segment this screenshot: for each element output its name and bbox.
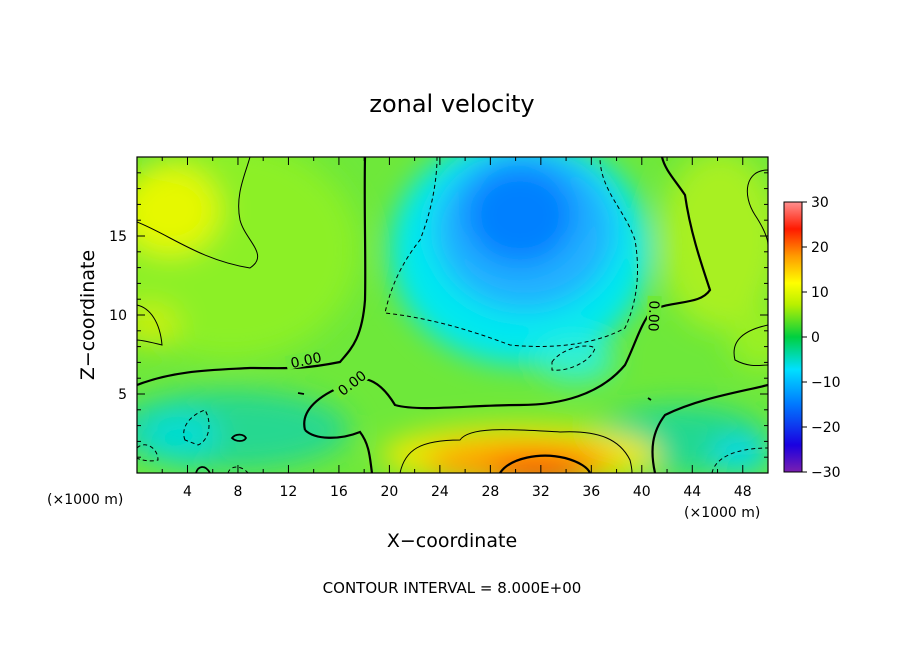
contour-dashed xyxy=(711,447,768,473)
colorbar-tick-label: 30 xyxy=(811,195,829,211)
contour-thin xyxy=(746,169,768,246)
field-patch xyxy=(660,157,768,330)
x-unit-label-left: (×1000 m) xyxy=(47,492,123,508)
y-axis: 5 10 15 xyxy=(109,172,768,458)
contour-thin xyxy=(137,304,163,346)
x-unit-label-right: (×1000 m) xyxy=(684,505,760,521)
x-tick-label: 20 xyxy=(380,484,398,500)
x-axis: 4 8 12 16 20 24 28 32 36 40 44 48 xyxy=(161,157,752,500)
contour-label: 0.00 xyxy=(644,300,661,332)
colorbar-ramp xyxy=(783,201,803,473)
field-patch xyxy=(730,310,768,370)
colorbar-tick-label: 10 xyxy=(811,285,829,301)
y-tick-label: 5 xyxy=(118,387,127,403)
contour-thin xyxy=(137,157,258,269)
colorbar-tick-label: 0 xyxy=(811,330,820,346)
x-tick-label: 32 xyxy=(532,484,550,500)
field-patch xyxy=(535,338,615,382)
x-tick-label: 40 xyxy=(633,484,651,500)
x-tick-label: 28 xyxy=(481,484,499,500)
field-patch xyxy=(140,410,220,460)
field-patch xyxy=(137,303,180,347)
contour-small xyxy=(195,466,211,473)
field-patch xyxy=(465,165,575,265)
contour-zero xyxy=(137,157,367,387)
contour-positive xyxy=(499,454,592,473)
contour-zero xyxy=(651,383,768,473)
contour-thin xyxy=(733,324,768,367)
contour-lines xyxy=(137,157,768,473)
contour-dashed xyxy=(137,444,159,462)
y-axis-title: Z−coordinate xyxy=(77,250,99,380)
colorbar-ticks: 30 20 10 0 −10 −20 −30 xyxy=(802,195,841,481)
chart-title: zonal velocity xyxy=(369,90,534,118)
field-patch xyxy=(710,437,768,473)
x-tick-label: 48 xyxy=(734,484,752,500)
field-patch xyxy=(137,165,220,255)
contour-small xyxy=(297,392,305,395)
x-tick-label: 4 xyxy=(183,484,192,500)
contour-small xyxy=(647,397,652,401)
colorbar: 30 20 10 0 −10 −20 −30 xyxy=(783,195,841,481)
x-tick-label: 24 xyxy=(431,484,449,500)
contour-interval-note: CONTOUR INTERVAL = 8.000E+00 xyxy=(323,579,582,597)
x-tick-label: 44 xyxy=(683,484,701,500)
y-tick-label: 10 xyxy=(109,308,127,324)
contour-dashed xyxy=(227,466,249,473)
contour-dashed xyxy=(551,345,596,371)
colorbar-tick-label: −10 xyxy=(811,375,841,391)
contour-label: 0.00 xyxy=(289,350,323,372)
contour-thin xyxy=(399,429,633,473)
contour-zero xyxy=(304,429,374,473)
colorbar-tick-label: −30 xyxy=(811,465,841,481)
colorbar-tick-label: −20 xyxy=(811,420,841,436)
y-tick-label: 15 xyxy=(109,229,127,245)
contour-small xyxy=(230,433,248,442)
x-tick-label: 16 xyxy=(330,484,348,500)
contour-dashed xyxy=(183,409,210,446)
contour-dashed xyxy=(384,157,639,347)
x-axis-title: X−coordinate xyxy=(387,530,517,552)
colorbar-tick-label: 20 xyxy=(811,240,829,256)
x-tick-label: 36 xyxy=(582,484,600,500)
x-tick-label: 8 xyxy=(233,484,242,500)
plot-area: 0.00 0.00 0.00 xyxy=(137,157,768,473)
x-tick-label: 12 xyxy=(280,484,298,500)
